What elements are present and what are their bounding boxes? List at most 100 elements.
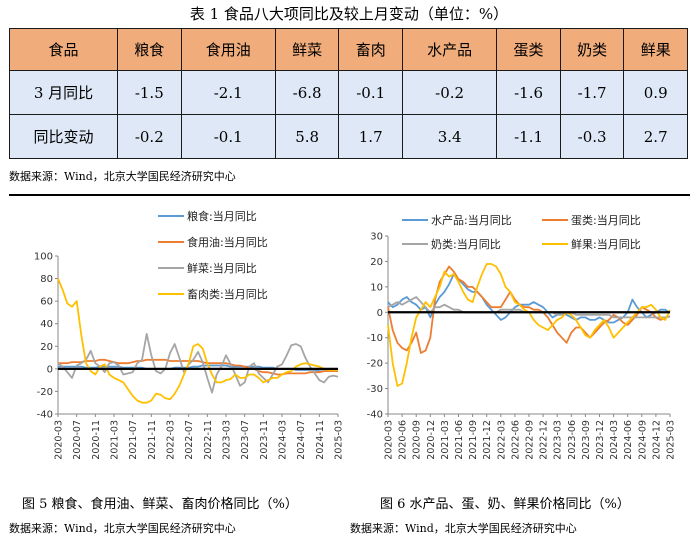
header-cell: 鲜菜 [274, 28, 340, 71]
series-line [58, 358, 338, 376]
x-tick-label: 2022-12 [539, 420, 550, 460]
x-tick-label: 2021-07 [128, 420, 139, 460]
legend-item: 鲜菜:当月同比 [158, 260, 257, 276]
x-tick-label: 2025-03 [666, 420, 677, 460]
header-cell: 水产品 [401, 28, 498, 71]
legend-label: 粮食:当月同比 [187, 210, 257, 223]
table-cell: -1.5 [117, 70, 182, 115]
legend-swatch [542, 243, 568, 245]
table-cell: 0.9 [623, 70, 688, 115]
legend-label: 鲜菜:当月同比 [187, 262, 257, 275]
table-cell: -0.1 [180, 114, 276, 159]
x-tick-label: 2023-12 [595, 420, 606, 460]
table-cell: -1.6 [496, 70, 561, 115]
legend-item: 食用油:当月同比 [158, 234, 268, 250]
row-label: 同比变动 [9, 114, 118, 159]
header-cell: 食品 [9, 28, 118, 71]
legend-swatch [402, 219, 428, 221]
series-line [387, 273, 671, 324]
x-tick-label: 2024-03 [278, 420, 289, 460]
y-tick-label: -10 [367, 333, 383, 344]
x-tick-label: 2020-06 [398, 420, 409, 460]
series-line [387, 265, 671, 354]
x-tick-label: 2021-12 [482, 420, 493, 460]
legend-swatch [158, 241, 184, 243]
x-tick-label: 2022-07 [184, 420, 195, 460]
table-cell: -2.1 [180, 70, 276, 115]
x-tick-label: 2023-03 [553, 420, 564, 460]
y-tick-label: 0 [47, 364, 53, 375]
x-tick-label: 2025-03 [334, 420, 345, 460]
x-tick-label: 2024-07 [296, 420, 307, 460]
food-table: 食品 粮食 食用油 鲜菜 畜肉 水产品 蛋类 奶类 鲜果 3 月同比 -1.5 … [9, 28, 688, 159]
x-tick-label: 2024-03 [609, 420, 620, 460]
x-tick-label: 2020-03 [384, 420, 395, 460]
header-cell: 食用油 [180, 28, 276, 71]
row-label: 3 月同比 [9, 70, 118, 115]
figure5-source: 数据来源：Wind，北京大学国民经济研究中心 [9, 522, 236, 535]
divider [9, 194, 690, 196]
table-cell: 5.8 [274, 114, 340, 159]
x-tick-label: 2022-06 [510, 420, 521, 460]
x-tick-label: 2023-06 [567, 420, 578, 460]
x-tick-label: 2021-06 [454, 420, 465, 460]
y-tick-label: -30 [367, 384, 383, 395]
legend-item: 蛋类:当月同比 [542, 212, 641, 228]
legend-label: 鲜果:当月同比 [571, 238, 641, 251]
y-tick-label: 20 [40, 342, 53, 353]
legend-item: 鲜果:当月同比 [542, 236, 641, 252]
legend-item: 粮食:当月同比 [158, 208, 257, 224]
series-line [57, 278, 338, 404]
x-tick-label: 2020-03 [54, 420, 65, 460]
table-cell: 1.7 [338, 114, 403, 159]
x-tick-label: 2024-11 [315, 420, 326, 460]
x-tick-label: 2024-09 [637, 420, 648, 460]
table-cell: -1.1 [496, 114, 561, 159]
header-cell: 奶类 [559, 28, 625, 71]
figure6-chart: -40 -30 -20 -10 0 10 20 30 2020-03 2020-06 2020-09… [367, 232, 677, 460]
y-tick-label: 0 [377, 308, 383, 319]
y-tick-label: 10 [370, 282, 383, 293]
legend-label: 食用油:当月同比 [187, 236, 268, 249]
table-cell: -0.3 [559, 114, 625, 159]
x-tick-label: 2021-03 [440, 420, 451, 460]
table-cell: -1.7 [559, 70, 625, 115]
table-cell: 2.7 [623, 114, 688, 159]
legend-label: 水产品:当月同比 [431, 214, 512, 227]
legend-label: 奶类:当月同比 [431, 238, 501, 251]
legend-label: 畜肉类:当月同比 [187, 288, 268, 301]
y-tick-label: 100 [34, 252, 53, 263]
legend-item: 水产品:当月同比 [402, 212, 512, 228]
header-cell: 粮食 [117, 28, 182, 71]
x-tick-label: 2023-09 [581, 420, 592, 460]
legend-label: 蛋类:当月同比 [571, 214, 641, 227]
legend-swatch [542, 219, 568, 221]
x-tick-label: 2022-11 [203, 420, 214, 460]
figure6-caption: 图 6 水产品、蛋、奶、鲜果价格同比（%） [380, 497, 630, 512]
x-tick-label: 2021-11 [147, 420, 158, 460]
legend-swatch [158, 215, 184, 217]
table-title: 表 1 食品八大项同比及较上月变动（单位：%） [189, 5, 509, 23]
table-cell: -0.1 [338, 70, 403, 115]
figure6-source: 数据来源：Wind，北京大学国民经济研究中心 [350, 522, 577, 535]
table-cell: 3.4 [401, 114, 498, 159]
header-cell: 鲜果 [623, 28, 688, 71]
table-cell: -6.8 [274, 70, 340, 115]
table-cell: -0.2 [117, 114, 182, 159]
x-tick-label: 2022-03 [166, 420, 177, 460]
x-tick-label: 2022-09 [525, 420, 536, 460]
legend-swatch [402, 243, 428, 245]
legend-swatch [158, 293, 184, 295]
table-header-row: 食品 粮食 食用油 鲜菜 畜肉 水产品 蛋类 奶类 鲜果 [9, 28, 688, 71]
figure5-chart: -40 -20 0 20 40 60 80 100 2020-03 2020-07 2020-11 2… [34, 252, 345, 460]
x-tick-label: 2024-06 [623, 420, 634, 460]
y-tick-label: -40 [37, 410, 53, 421]
header-cell: 畜肉 [338, 28, 403, 71]
legend-swatch [158, 267, 184, 269]
y-tick-label: 30 [370, 232, 383, 243]
legend-item: 畜肉类:当月同比 [158, 286, 268, 302]
figure5-caption: 图 5 粮食、食用油、鲜菜、畜肉价格同比（%） [22, 497, 298, 512]
y-tick-label: -20 [37, 387, 53, 398]
y-tick-label: -40 [367, 410, 383, 421]
y-tick-label: 20 [370, 257, 383, 268]
